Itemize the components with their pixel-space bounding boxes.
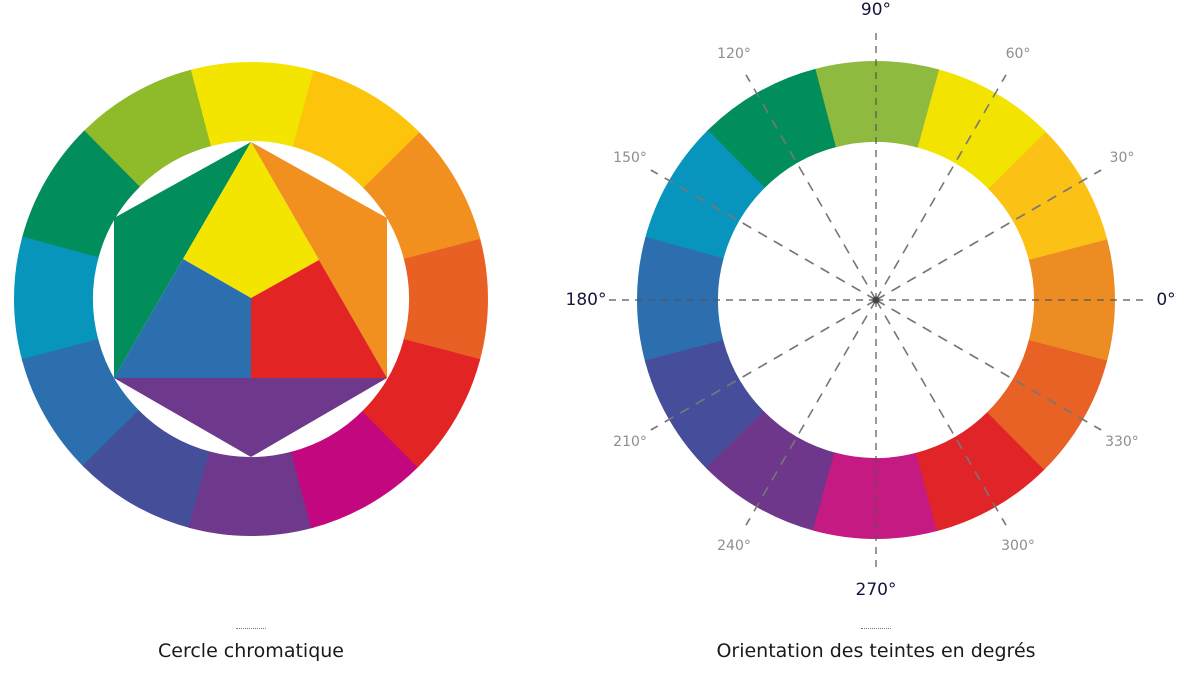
hue-segment-yellow: [188, 62, 314, 147]
degree-label-300: 300°: [1001, 538, 1035, 554]
right-color-wheel: [636, 61, 1115, 539]
hue-segment-yellow-orange: [987, 130, 1108, 260]
axis-line-30: [875, 169, 1102, 301]
axis-line-60: [875, 74, 1007, 301]
hue-segment-red: [362, 339, 481, 468]
degree-label-30: 30°: [1110, 150, 1135, 166]
hue-segment-indigo: [644, 340, 765, 470]
secondary-green-region: [114, 142, 251, 378]
caption-orientation-teintes: Orientation des teintes en degrés: [716, 640, 1036, 662]
hue-segment-green: [706, 68, 836, 189]
degree-label-330: 330°: [1105, 434, 1139, 450]
secondary-violet-region: [114, 378, 387, 457]
hue-segment-cyan: [14, 236, 99, 362]
left-color-wheel: [14, 62, 488, 536]
hue-segment-blue: [21, 339, 140, 468]
axis-line-330: [875, 299, 1102, 431]
hue-segment-indigo: [82, 410, 211, 529]
hue-segment-green: [21, 130, 140, 259]
degree-label-150: 150°: [613, 150, 647, 166]
axis-line-300: [875, 299, 1007, 526]
caption-divider-left: [236, 628, 266, 629]
hue-segment-red-orange: [403, 236, 488, 362]
primary-blue-region: [114, 259, 251, 378]
degree-axes: [608, 32, 1144, 568]
hue-segment-violet: [706, 411, 836, 532]
degree-label-240: 240°: [717, 538, 751, 554]
axis-line-120: [745, 74, 877, 301]
degree-label-0: 0°: [1156, 290, 1175, 310]
hue-segment-cyan: [644, 130, 765, 260]
primary-yellow-region: [183, 142, 319, 298]
hue-segment-violet: [188, 451, 314, 536]
degree-label-90: 90°: [861, 0, 891, 20]
axis-line-150: [650, 169, 877, 301]
hue-segment-red: [916, 411, 1046, 532]
axis-line-210: [650, 299, 877, 431]
hue-segment-yellow: [916, 68, 1046, 189]
hue-segment-red-orange: [987, 340, 1108, 470]
degree-label-210: 210°: [613, 434, 647, 450]
primary-red-region: [251, 260, 387, 378]
caption-divider-right: [861, 628, 891, 629]
hue-segment-yellow-green: [82, 69, 211, 188]
center-point: [872, 296, 880, 304]
hue-segment-magenta: [291, 410, 420, 529]
degree-label-120: 120°: [717, 46, 751, 62]
degree-label-180: 180°: [566, 290, 607, 310]
degree-label-60: 60°: [1006, 46, 1031, 62]
degree-labels: 0° 30° 60° 90° 120° 150° 180° 210° 240° 270° 300° 3…: [566, 0, 1176, 600]
axis-line-240: [745, 299, 877, 526]
left-inner-hexagon: [114, 142, 387, 457]
caption-cercle-chromatique: Cercle chromatique: [158, 640, 344, 662]
hue-segment-yellow-orange: [291, 69, 420, 188]
degree-label-270: 270°: [856, 580, 897, 600]
hue-segment-orange: [362, 130, 481, 259]
